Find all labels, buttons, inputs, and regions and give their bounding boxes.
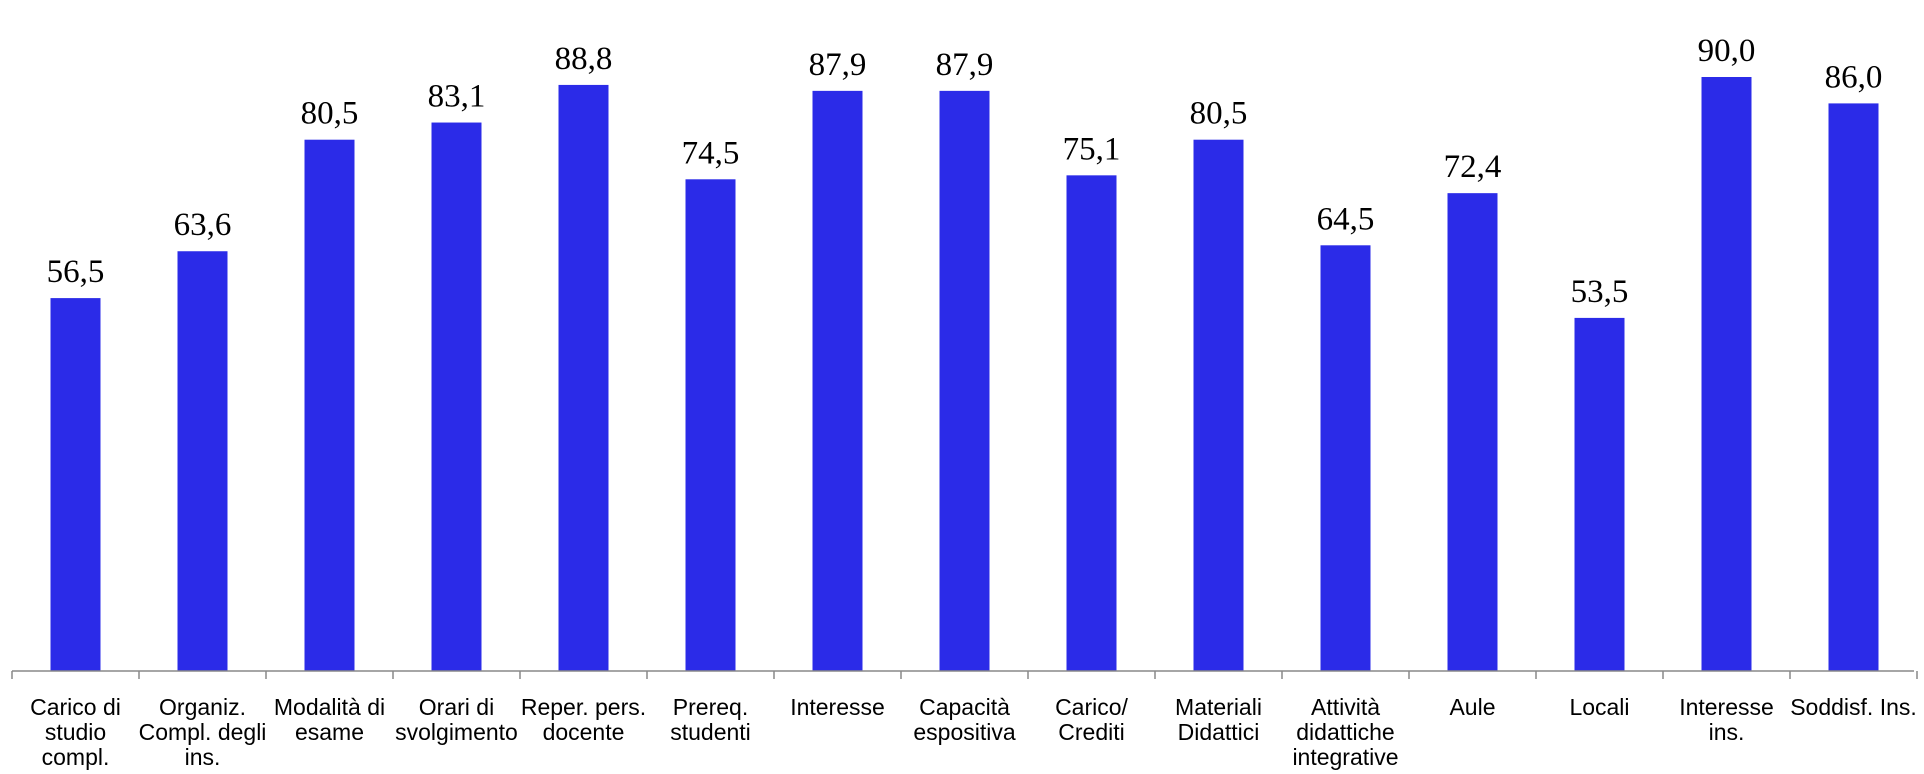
category-label-line: Soddisf. Ins.: [1790, 694, 1917, 720]
category-label-line: Compl. degli: [139, 719, 267, 745]
category-label-4: Reper. pers. docente: [521, 694, 646, 745]
category-label-line: Organiz.: [159, 694, 246, 720]
value-label-3: 83,1: [428, 79, 486, 115]
bar-7: [939, 90, 990, 672]
bar-2: [304, 139, 355, 671]
bar-6: [812, 90, 863, 672]
category-label-line: espositiva: [913, 719, 1015, 745]
category-label-line: Didattici: [1178, 719, 1260, 745]
bar-8: [1066, 175, 1117, 671]
category-label-9: Materiali Didattici: [1175, 694, 1262, 745]
bar-3: [431, 122, 482, 672]
category-label-line: Aule: [1449, 694, 1495, 720]
category-label-line: studio: [45, 719, 106, 745]
category-label-line: compl.: [42, 744, 110, 770]
category-label-2: Modalità di esame: [274, 694, 385, 745]
category-label-8: Carico/Crediti: [1055, 694, 1128, 745]
category-label-line: integrative: [1292, 744, 1398, 770]
bar-12: [1574, 317, 1625, 671]
category-label-line: Attività: [1311, 694, 1380, 720]
category-label-13: Interesse ins.: [1679, 694, 1774, 745]
category-label-line: didattiche: [1296, 719, 1394, 745]
value-label-11: 72,4: [1444, 149, 1502, 185]
category-label-line: ins.: [185, 744, 221, 770]
x-axis-ticks: [11, 671, 1918, 679]
value-label-14: 86,0: [1825, 59, 1883, 95]
bar-4: [558, 84, 609, 672]
category-label-5: Prereq. studenti: [670, 694, 751, 745]
category-label-line: Interesse: [1679, 694, 1774, 720]
bar-5: [685, 179, 736, 672]
category-label-0: Carico di studio compl.: [30, 694, 121, 770]
category-label-7: Capacità espositiva: [913, 694, 1015, 745]
value-labels-group: 56,5 63,6 80,5 83,1 88,8 74,5 87,9 87,9 75,1 80,5…: [47, 33, 1883, 310]
value-label-4: 88,8: [555, 41, 613, 77]
bar-11: [1447, 193, 1498, 671]
bar-10: [1320, 245, 1371, 672]
category-label-line: Crediti: [1058, 719, 1124, 745]
bar-9: [1193, 139, 1244, 671]
value-label-5: 74,5: [682, 135, 740, 171]
category-label-line: Carico/: [1055, 694, 1128, 720]
category-label-3: Orari di svolgimento: [395, 694, 518, 745]
value-label-9: 80,5: [1190, 96, 1248, 132]
value-label-6: 87,9: [809, 47, 867, 83]
bar-0: [50, 298, 101, 671]
category-label-10: Attività didattiche integrative: [1292, 694, 1398, 770]
category-label-line: Materiali: [1175, 694, 1262, 720]
value-label-13: 90,0: [1698, 33, 1756, 69]
value-label-2: 80,5: [301, 96, 359, 132]
value-label-10: 64,5: [1317, 201, 1375, 237]
category-label-line: Modalità di: [274, 694, 385, 720]
category-labels-group: Carico di studio compl.Organiz. Compl. degl…: [30, 694, 1917, 770]
bar-13: [1701, 77, 1752, 671]
category-label-line: studenti: [670, 719, 751, 745]
category-label-line: ins.: [1709, 719, 1745, 745]
bar-14: [1828, 103, 1879, 671]
bars-group: [50, 77, 1879, 672]
bar-1: [177, 251, 228, 672]
category-label-line: Capacità: [919, 694, 1010, 720]
category-label-line: Locali: [1569, 694, 1629, 720]
category-label-line: Prereq.: [673, 694, 748, 720]
category-label-line: esame: [295, 719, 364, 745]
category-label-14: Soddisf. Ins.: [1790, 694, 1917, 720]
value-label-1: 63,6: [174, 207, 232, 243]
category-label-11: Aule: [1449, 694, 1495, 720]
category-label-line: Reper. pers.: [521, 694, 646, 720]
category-label-line: docente: [543, 719, 625, 745]
value-label-7: 87,9: [936, 47, 994, 83]
value-label-0: 56,5: [47, 254, 105, 290]
category-label-12: Locali: [1569, 694, 1629, 720]
category-label-line: Interesse: [790, 694, 885, 720]
category-label-line: svolgimento: [395, 719, 518, 745]
category-label-line: Carico di: [30, 694, 121, 720]
value-label-12: 53,5: [1571, 274, 1629, 310]
category-label-line: Orari di: [419, 694, 494, 720]
category-label-1: Organiz. Compl. degli ins.: [139, 694, 267, 770]
value-label-8: 75,1: [1063, 131, 1121, 167]
category-label-6: Interesse: [790, 694, 885, 720]
